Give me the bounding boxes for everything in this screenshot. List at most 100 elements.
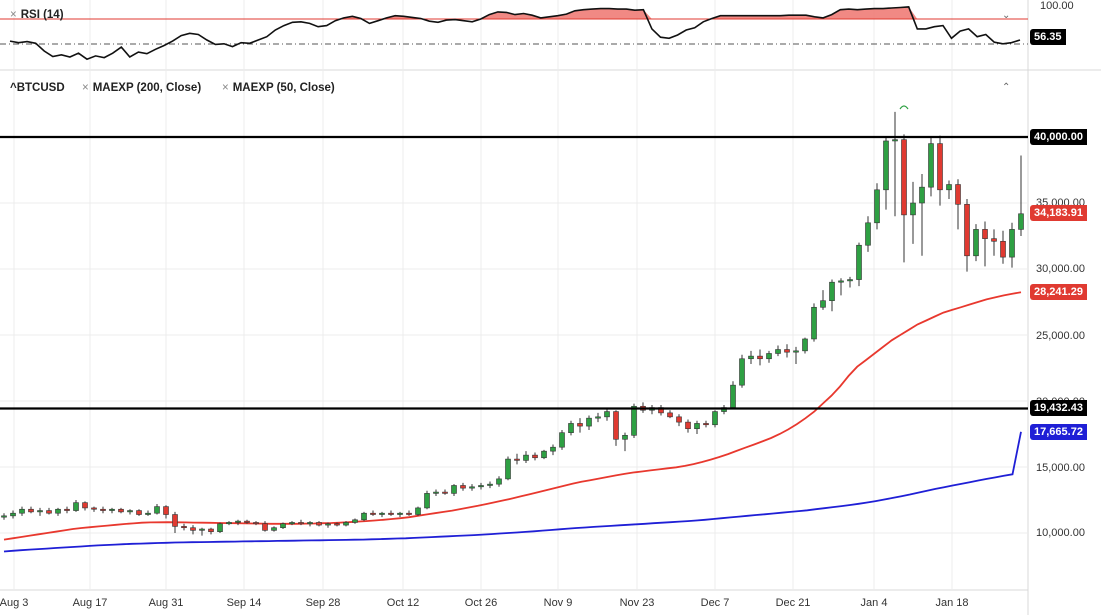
- candle-body: [199, 528, 205, 531]
- candle: [100, 506, 106, 514]
- candle-body: [325, 523, 331, 526]
- candle-body: [397, 512, 403, 515]
- candle: [415, 506, 421, 516]
- candle: [316, 521, 322, 527]
- candle-body: [352, 519, 358, 523]
- candle-body: [622, 435, 628, 440]
- candle: [73, 500, 79, 512]
- ema200-value-label: 17,665.72: [1030, 424, 1087, 440]
- x-tick-label: Aug 3: [0, 597, 29, 609]
- candle: [514, 453, 520, 465]
- candle: [370, 510, 376, 516]
- candle-body: [406, 512, 412, 515]
- candle: [325, 522, 331, 528]
- rsi-panel: [0, 6, 1028, 61]
- y-tick-label: 30,000.00: [1036, 263, 1085, 275]
- ema200-line: [3, 431, 1022, 553]
- candle: [1000, 230, 1006, 264]
- ma200-legend[interactable]: × MAEXP (200, Close): [82, 82, 201, 94]
- candle: [307, 521, 313, 527]
- candle: [739, 354, 745, 388]
- remove-icon[interactable]: ×: [10, 9, 17, 21]
- candle: [469, 484, 475, 491]
- candle: [658, 404, 664, 416]
- x-tick-label: Nov 9: [543, 597, 573, 609]
- candle-body: [496, 478, 502, 485]
- candle: [730, 381, 736, 409]
- candle-body: [370, 512, 376, 515]
- candle-body: [190, 527, 196, 531]
- candle-body: [145, 512, 151, 515]
- remove-icon[interactable]: ×: [222, 82, 229, 94]
- candle-body: [154, 506, 160, 514]
- candle-body: [163, 506, 169, 515]
- symbol-label[interactable]: ^BTCUSD: [10, 82, 65, 94]
- candle: [595, 412, 601, 423]
- candle: [334, 522, 340, 527]
- candle: [685, 419, 691, 433]
- candle: [64, 506, 70, 514]
- x-tick-label: Sep 28: [305, 597, 341, 609]
- candle: [712, 410, 718, 428]
- candle: [424, 490, 430, 510]
- candle-body: [856, 244, 862, 280]
- candle: [262, 521, 268, 532]
- rsi-collapse-chevron-icon[interactable]: ⌄: [1002, 10, 1011, 21]
- candle-body: [478, 485, 484, 488]
- candle-body: [874, 189, 880, 224]
- candle: [748, 350, 754, 365]
- candle: [883, 137, 889, 210]
- remove-icon[interactable]: ×: [82, 82, 89, 94]
- candle-body: [298, 522, 304, 525]
- candle-body: [784, 349, 790, 353]
- candle-body: [757, 355, 763, 360]
- candle-body: [676, 416, 682, 423]
- candle: [460, 482, 466, 491]
- x-tick-label: Oct 12: [386, 597, 420, 609]
- ma50-legend[interactable]: × MAEXP (50, Close): [222, 82, 335, 94]
- candle: [28, 506, 34, 514]
- candle: [19, 506, 25, 516]
- candle: [37, 507, 43, 516]
- rsi-legend[interactable]: × RSI (14): [10, 9, 64, 21]
- candle-body: [685, 421, 691, 430]
- level-40000-label: 40,000.00: [1030, 129, 1087, 145]
- candle-body: [10, 512, 16, 517]
- candle: [973, 224, 979, 262]
- candle-body: [730, 384, 736, 408]
- candles: [1, 105, 1024, 536]
- price-collapse-chevron-icon[interactable]: ⌃: [1002, 82, 1011, 93]
- candle-body: [334, 523, 340, 526]
- candle-body: [1018, 213, 1024, 230]
- candle-body: [694, 423, 700, 430]
- candle-body: [181, 526, 187, 529]
- candle: [10, 510, 16, 519]
- x-tick-label: Sep 14: [226, 597, 262, 609]
- candle-body: [415, 507, 421, 515]
- candle-body: [28, 508, 34, 513]
- candle: [541, 449, 547, 460]
- candle: [982, 221, 988, 267]
- candle-body: [469, 486, 475, 489]
- candle-body: [172, 514, 178, 527]
- candle: [361, 511, 367, 522]
- candle: [109, 507, 115, 514]
- candle-body: [865, 222, 871, 246]
- candle-body: [19, 508, 25, 514]
- horizontal-levels[interactable]: [0, 135, 1028, 410]
- candle: [766, 350, 772, 363]
- candle-body: [271, 527, 277, 531]
- candle-body: [487, 483, 493, 486]
- candle-body: [307, 522, 313, 525]
- candle: [271, 526, 277, 532]
- rsi-indicator-label: RSI (14): [20, 9, 64, 21]
- level-19432-label: 19,432.43: [1030, 400, 1087, 416]
- candle: [1, 513, 7, 520]
- candle-body: [973, 229, 979, 257]
- candle: [613, 410, 619, 446]
- candle: [46, 507, 52, 515]
- candle: [199, 527, 205, 536]
- candle-body: [586, 417, 592, 427]
- candle: [586, 415, 592, 431]
